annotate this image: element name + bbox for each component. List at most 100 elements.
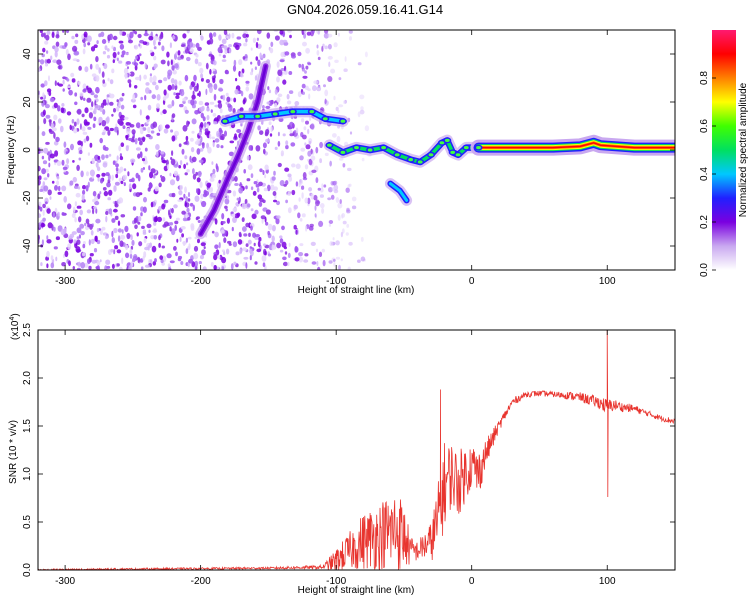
noise-blob [162,217,166,222]
noise-blob [130,245,134,250]
noise-blob [201,143,205,149]
noise-blob [213,254,218,261]
noise-blob [255,41,259,49]
noise-blob [285,180,289,186]
noise-blob [75,246,81,253]
snr-y-tick-label: 2.0 [22,371,33,385]
noise-blob [250,61,253,65]
y-tick-label: -40 [22,238,33,253]
noise-blob [138,43,141,47]
noise-blob [206,123,209,130]
noise-blob [310,193,314,200]
noise-blob [252,190,257,196]
colorbar-tick-label: 0.6 [699,119,710,133]
noise-blob [224,205,228,209]
x-tick-label: -100 [326,276,346,287]
noise-blob [143,33,149,37]
noise-blob [62,79,65,85]
noise-blob [181,148,185,155]
noise-blob [301,83,306,89]
noise-blob [153,35,159,41]
trace-knot-core [238,114,244,118]
noise-blob [242,203,245,208]
noise-blob [153,55,157,61]
noise-blob [56,175,60,180]
noise-blob [136,232,139,237]
colorbar-gradient [712,30,736,270]
noise-blob [321,207,325,214]
noise-blob [173,246,177,251]
noise-blob [187,198,191,202]
noise-blob [79,149,83,155]
noise-blob [74,185,79,189]
noise-blob [238,187,244,194]
noise-blob [225,248,230,255]
trace-knot-core [450,150,456,154]
noise-blob [78,216,82,223]
noise-blob [282,256,287,261]
noise-blob [102,187,107,191]
noise-blob [60,107,65,114]
noise-blob [48,75,50,82]
noise-blob [318,251,323,257]
noise-blob [268,121,272,126]
noise-blob [171,192,176,198]
noise-blob [203,246,206,250]
noise-blob [212,77,216,84]
noise-blob [290,142,296,147]
noise-blob [360,106,364,111]
noise-blob [70,143,74,151]
noise-blob [279,30,284,35]
noise-blob [108,208,113,215]
noise-blob [273,186,279,191]
noise-blob [66,158,70,165]
noise-blob [168,222,174,226]
noise-blob [252,232,257,238]
noise-blob [246,178,251,182]
noise-blob [261,54,264,59]
noise-blob [183,193,186,199]
trace-knot-core [322,117,328,121]
noise-blob [38,67,41,72]
noise-blob [64,227,67,234]
noise-blob [321,248,325,253]
noise-blob [63,141,67,148]
noise-blob [199,254,205,260]
noise-blob [223,30,228,36]
noise-blob [116,249,122,254]
noise-blob [286,100,292,105]
noise-blob [45,256,49,261]
noise-blob [191,118,197,125]
noise-blob [61,185,67,192]
noise-blob [40,96,44,100]
noise-blob [170,129,174,133]
noise-blob [170,158,176,166]
noise-blob [327,55,333,60]
noise-blob [271,235,275,243]
noise-blob [187,236,192,240]
noise-blob [117,220,121,226]
noise-blob [120,54,125,58]
noise-blob [152,229,158,233]
noise-blob [46,30,51,35]
noise-blob [78,234,81,239]
noise-blob [167,72,171,80]
noise-blob [156,103,160,109]
noise-blob [255,234,260,238]
noise-blob [138,53,142,57]
noise-blob [143,237,147,244]
trace-knot-core [428,153,434,157]
snr-x-tick-label: -300 [55,576,75,587]
noise-blob [169,226,172,232]
trace-knot-core [381,146,386,150]
noise-blob [311,261,317,265]
noise-blob [192,173,197,180]
noise-blob [62,88,65,92]
noise-blob [178,80,182,86]
noise-blob [279,59,285,63]
noise-blob [95,86,100,94]
noise-blob [310,155,316,161]
noise-blob [179,236,182,242]
noise-blob [279,39,285,46]
snr-x-tick-label: 0 [469,576,475,587]
